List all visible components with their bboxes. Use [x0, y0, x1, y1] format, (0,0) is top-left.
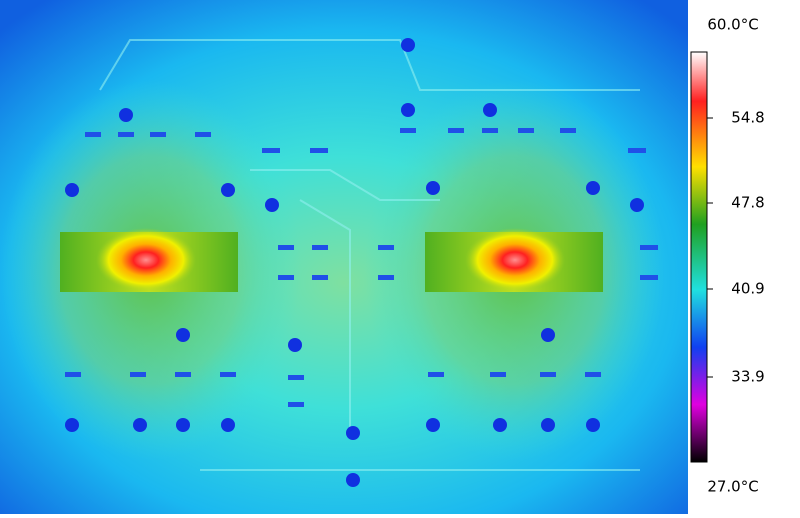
scale-tick-label: 47.8 — [731, 194, 764, 212]
scale-max: 60.0°C — [707, 16, 758, 34]
scale-tick-label: 54.8 — [731, 109, 764, 127]
scale-tick-label: 33.9 — [731, 368, 764, 386]
thermal-image — [0, 0, 688, 514]
color-scale-bar — [690, 51, 708, 463]
scale-tick-label: 40.9 — [731, 280, 764, 298]
scale-min: 27.0°C — [707, 478, 758, 496]
scale-ticks — [707, 117, 713, 378]
